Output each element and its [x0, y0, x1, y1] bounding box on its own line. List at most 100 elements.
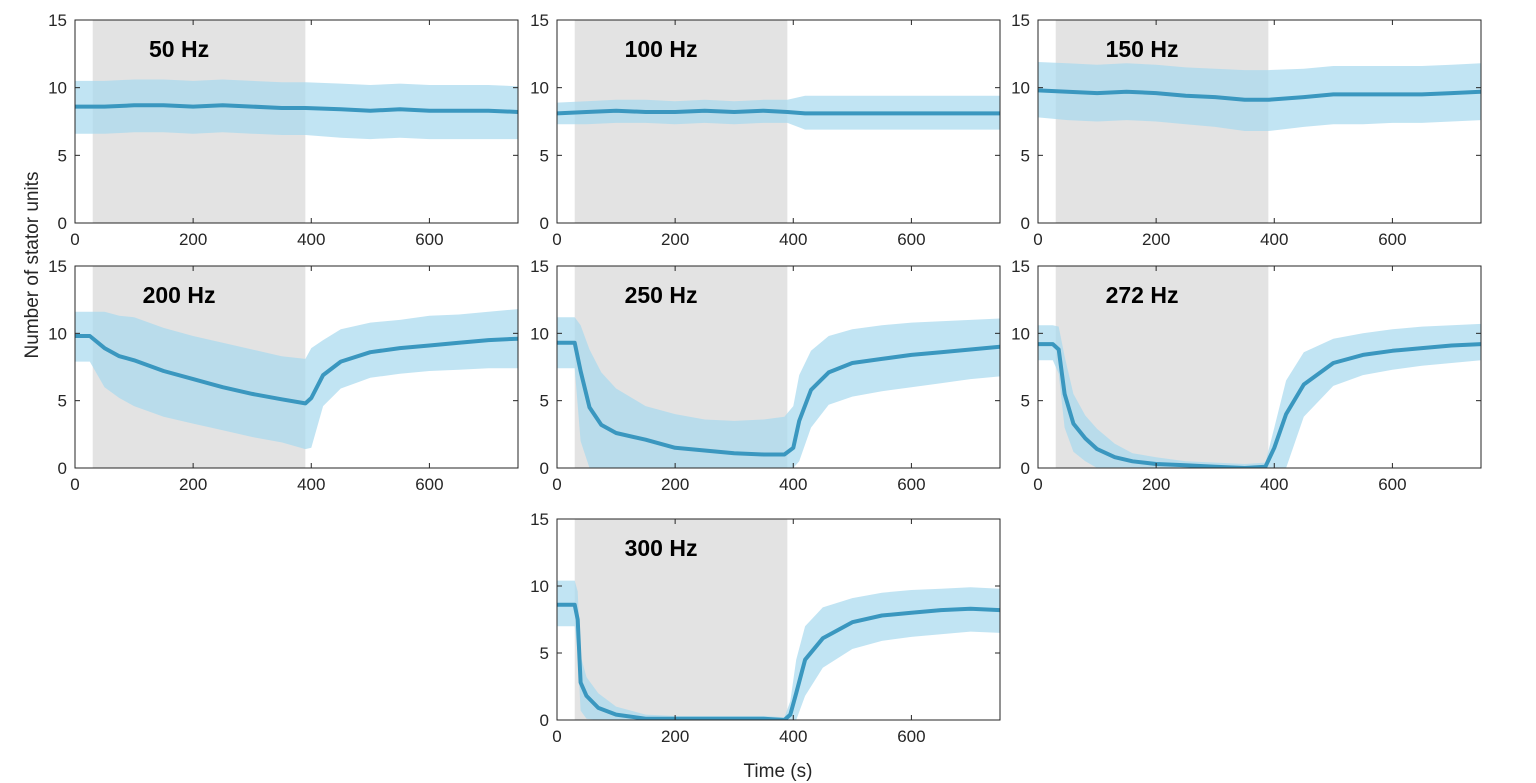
x-tick-label: 0 — [1033, 475, 1042, 494]
x-tick-label: 200 — [661, 475, 689, 494]
axes-frame — [74, 265, 519, 469]
axes-frame — [1037, 265, 1482, 469]
x-tick-label: 400 — [1260, 475, 1288, 494]
x-tick-label: 400 — [779, 475, 807, 494]
plot-area — [75, 309, 518, 450]
y-tick-label: 5 — [1021, 392, 1030, 411]
series-line — [1038, 88, 1481, 102]
panel-7: 0 200 400 600 0 5 10 15 300 Hz — [530, 510, 1001, 746]
y-tick-label: 15 — [48, 257, 67, 276]
panel-title: 150 Hz — [1106, 36, 1179, 62]
y-tick-label: 15 — [1011, 257, 1030, 276]
y-tick-label: 5 — [58, 146, 67, 165]
y-tick-label: 0 — [58, 214, 67, 233]
series-line — [557, 108, 1000, 116]
series-band — [1038, 323, 1481, 468]
plot-area — [75, 79, 518, 140]
y-tick-label: 10 — [1011, 324, 1030, 343]
x-tick-label: 200 — [661, 230, 689, 249]
plot-area — [557, 317, 1000, 468]
y-tick-label: 10 — [1011, 79, 1030, 98]
y-tick-label: 0 — [540, 711, 549, 730]
x-tick-label: 400 — [779, 230, 807, 249]
x-tick-label: 400 — [297, 475, 325, 494]
x-tick-label: 600 — [897, 475, 925, 494]
x-tick-label: 400 — [779, 727, 807, 746]
panel-title: 272 Hz — [1106, 282, 1179, 308]
x-tick-label: 200 — [179, 230, 207, 249]
series-line — [557, 340, 1000, 457]
panel-4: 0 200 400 600 0 5 10 15 200 Hz — [48, 257, 519, 494]
y-tick-label: 0 — [540, 459, 549, 478]
x-tick-label: 600 — [415, 230, 443, 249]
panel-title: 100 Hz — [625, 36, 698, 62]
y-tick-label: 0 — [1021, 459, 1030, 478]
x-tick-label: 600 — [1378, 475, 1406, 494]
y-axis-title: Number of stator units — [22, 172, 43, 359]
panel-title: 300 Hz — [625, 535, 698, 561]
axes-frame — [556, 19, 1001, 224]
x-tick-label: 600 — [897, 727, 925, 746]
plot-area — [557, 580, 1000, 720]
axes-frame — [1037, 19, 1482, 224]
x-tick-label: 0 — [1033, 230, 1042, 249]
x-tick-label: 200 — [1142, 475, 1170, 494]
x-axis-title: Time (s) — [744, 761, 813, 782]
stimulus-shade — [574, 519, 788, 720]
x-tick-label: 600 — [415, 475, 443, 494]
y-tick-label: 10 — [48, 79, 67, 98]
y-tick-label: 15 — [530, 11, 549, 30]
series-band — [557, 317, 1000, 468]
series-line — [75, 103, 518, 114]
series-line — [75, 334, 518, 406]
y-tick-label: 5 — [540, 644, 549, 663]
y-tick-label: 10 — [530, 324, 549, 343]
axes-frame — [74, 19, 519, 224]
panel-title: 250 Hz — [625, 282, 698, 308]
x-tick-label: 0 — [70, 475, 79, 494]
y-tick-label: 0 — [58, 459, 67, 478]
y-tick-label: 10 — [530, 577, 549, 596]
panel-title: 200 Hz — [143, 282, 216, 308]
series-band — [1038, 62, 1481, 131]
y-tick-label: 5 — [1021, 146, 1030, 165]
y-tick-label: 5 — [58, 392, 67, 411]
y-tick-label: 0 — [1021, 214, 1030, 233]
plot-area — [1038, 323, 1481, 468]
series-line — [557, 602, 1000, 720]
axes-frame — [556, 518, 1001, 721]
x-tick-label: 200 — [179, 475, 207, 494]
panel-5: 0 200 400 600 0 5 10 15 250 Hz — [530, 257, 1001, 494]
y-tick-label: 5 — [540, 146, 549, 165]
y-tick-label: 15 — [1011, 11, 1030, 30]
panel-6: 0 200 400 600 0 5 10 15 272 Hz — [1011, 257, 1482, 494]
x-tick-label: 400 — [1260, 230, 1288, 249]
x-tick-label: 600 — [897, 230, 925, 249]
plot-area — [1038, 62, 1481, 131]
y-tick-label: 10 — [48, 324, 67, 343]
x-tick-label: 400 — [297, 230, 325, 249]
series-line — [1038, 342, 1481, 468]
panel-3: 0 200 400 600 0 5 10 15 150 Hz — [1011, 11, 1482, 249]
y-tick-label: 15 — [530, 510, 549, 529]
series-band — [75, 309, 518, 450]
x-tick-label: 0 — [552, 475, 561, 494]
panel-2: 0 200 400 600 0 5 10 15 100 Hz — [530, 11, 1001, 249]
y-tick-label: 10 — [530, 79, 549, 98]
panel-1: 0 200 400 600 0 5 10 15 50 Hz — [48, 11, 519, 249]
x-tick-label: 0 — [552, 727, 561, 746]
plot-area — [557, 95, 1000, 130]
x-tick-label: 0 — [552, 230, 561, 249]
x-tick-label: 0 — [70, 230, 79, 249]
y-tick-label: 0 — [540, 214, 549, 233]
panel-title: 50 Hz — [149, 36, 209, 62]
axes-frame — [556, 265, 1001, 469]
x-tick-label: 600 — [1378, 230, 1406, 249]
y-tick-label: 5 — [540, 392, 549, 411]
x-tick-label: 200 — [1142, 230, 1170, 249]
y-tick-label: 15 — [530, 257, 549, 276]
y-tick-label: 15 — [48, 11, 67, 30]
x-tick-label: 200 — [661, 727, 689, 746]
